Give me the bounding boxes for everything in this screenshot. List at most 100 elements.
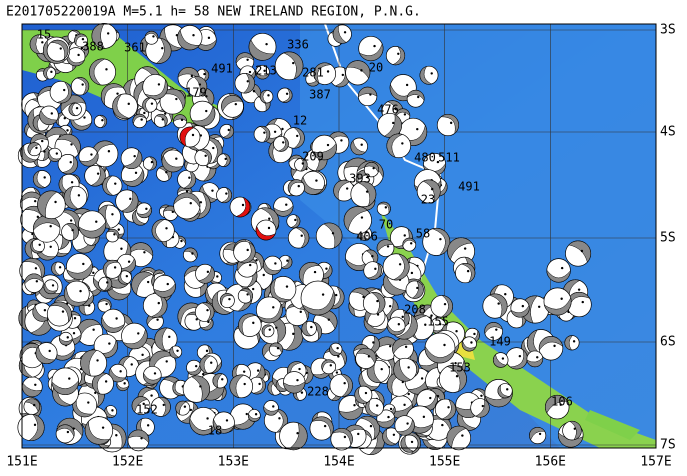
beach-ball xyxy=(151,219,175,243)
ball-dot xyxy=(141,353,144,357)
ball-dot xyxy=(105,302,108,306)
beach-ball xyxy=(216,187,233,204)
beach-ball xyxy=(255,219,277,241)
ball-quadrant xyxy=(212,418,235,434)
ball-dot xyxy=(92,271,95,275)
beach-ball xyxy=(142,74,168,100)
depth-label: 361 xyxy=(124,41,146,55)
ball-quadrant xyxy=(51,380,79,395)
depth-label: 480 xyxy=(414,151,436,165)
ball-quadrant xyxy=(179,126,195,147)
ball-dot xyxy=(176,349,179,352)
ball-dot xyxy=(164,112,167,115)
ball-dot xyxy=(410,242,413,245)
beach-ball xyxy=(424,332,456,364)
ball-dot xyxy=(216,275,219,278)
ball-quadrant xyxy=(406,90,425,101)
lon-label: 155E xyxy=(429,455,460,470)
beach-ball xyxy=(30,238,45,254)
ball-dot xyxy=(165,227,168,230)
ball-quadrant xyxy=(356,348,377,364)
beach-ball xyxy=(382,253,410,281)
ball-dot xyxy=(108,342,111,345)
ball-dot xyxy=(66,129,69,132)
ball-quadrant xyxy=(343,206,368,231)
lat-label: 6S xyxy=(660,335,676,350)
ball-quadrant xyxy=(116,382,130,391)
ball-quadrant xyxy=(108,367,126,383)
beach-ball xyxy=(434,398,457,420)
ball-dot xyxy=(199,201,203,204)
beach-ball xyxy=(63,185,88,210)
ball-dot xyxy=(416,127,419,131)
ball-dot xyxy=(33,403,36,407)
beach-ball xyxy=(24,273,44,293)
ball-dot xyxy=(251,287,255,291)
ball-dot xyxy=(336,346,339,350)
beach-ball xyxy=(287,179,305,197)
beach-ball xyxy=(416,179,441,204)
ball-dot xyxy=(95,220,98,223)
ball-quadrant xyxy=(154,327,168,351)
ball-dot xyxy=(34,383,37,386)
ball-dot xyxy=(205,95,208,98)
ball-quadrant xyxy=(392,253,410,281)
ball-quadrant xyxy=(323,222,343,249)
ball-quadrant xyxy=(411,280,424,299)
ball-quadrant xyxy=(74,33,87,46)
ball-dot xyxy=(397,323,401,326)
ball-dot xyxy=(92,328,95,331)
ball-quadrant xyxy=(376,416,396,429)
beach-ball xyxy=(101,308,126,333)
ball-quadrant xyxy=(161,154,184,173)
ball-dot xyxy=(116,92,119,95)
beach-ball xyxy=(363,261,382,280)
ball-dot xyxy=(286,259,289,262)
ball-quadrant xyxy=(33,215,61,231)
beach-ball xyxy=(484,322,503,341)
ball-quadrant xyxy=(440,295,453,318)
ball-dot xyxy=(41,139,44,143)
ball-dot xyxy=(204,154,207,158)
ball-dot xyxy=(210,361,213,364)
ball-dot xyxy=(373,44,376,48)
ball-dot xyxy=(430,72,433,75)
ball-quadrant xyxy=(55,424,75,438)
beach-ball xyxy=(283,371,306,394)
ball-quadrant xyxy=(39,110,58,125)
beach-ball xyxy=(393,357,418,382)
beach-ball xyxy=(98,276,113,291)
ball-dot xyxy=(369,424,373,428)
ball-dot xyxy=(194,364,198,368)
ball-dot xyxy=(34,267,38,270)
ball-quadrant xyxy=(259,126,271,143)
beach-ball xyxy=(238,313,262,337)
ball-quadrant xyxy=(510,304,530,318)
ball-dot xyxy=(331,232,335,235)
ball-quadrant xyxy=(112,93,130,119)
ball-quadrant xyxy=(183,170,196,189)
beach-ball xyxy=(402,237,417,252)
ball-dot xyxy=(384,206,388,209)
ball-quadrant xyxy=(49,301,72,323)
ball-quadrant xyxy=(484,389,513,408)
beach-ball xyxy=(455,262,476,284)
ball-quadrant xyxy=(37,190,58,218)
ball-dot xyxy=(157,301,160,305)
ball-quadrant xyxy=(446,425,467,449)
ball-dot xyxy=(70,181,74,184)
ball-quadrant xyxy=(484,322,503,335)
depth-label: 393 xyxy=(349,172,371,186)
depth-label: 106 xyxy=(551,395,573,409)
beach-ball xyxy=(273,136,289,152)
beach-ball xyxy=(169,345,183,359)
ball-quadrant xyxy=(136,206,152,219)
ball-dot xyxy=(372,166,375,170)
ball-dot xyxy=(77,194,81,197)
ball-dot xyxy=(50,70,53,74)
ball-quadrant xyxy=(98,115,107,128)
ball-dot xyxy=(572,340,576,343)
beach-ball xyxy=(43,66,56,80)
ball-quadrant xyxy=(177,302,203,326)
beach-ball xyxy=(144,30,159,45)
